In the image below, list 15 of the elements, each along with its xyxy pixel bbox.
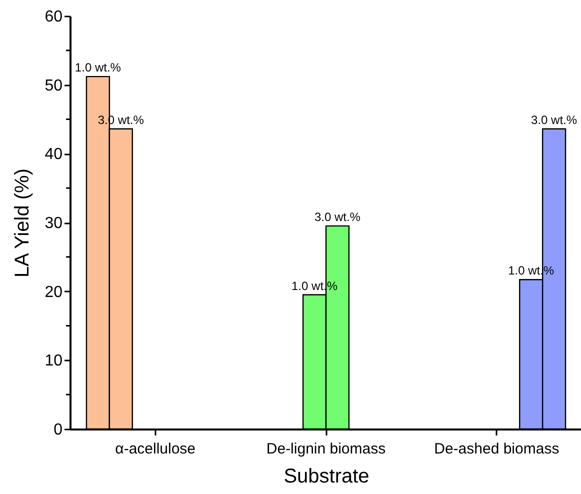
y-tick-label: 50 [44, 77, 63, 94]
x-axis-title: Substrate [284, 466, 370, 488]
y-tick-label: 40 [44, 146, 63, 164]
series-label: 1.0 wt.% [74, 60, 122, 75]
y-tick-label: 30 [44, 215, 63, 232]
series-label: 3.0 wt.% [531, 112, 578, 127]
x-tick-label: De-lignin biomass [266, 440, 386, 458]
y-axis-title: LA Yield (%) [12, 168, 34, 278]
x-tick-label: α-acellulose [115, 440, 196, 458]
x-tick-label: De-ashed biomass [434, 440, 560, 458]
series-label: 3.0 wt.% [314, 210, 361, 224]
y-tick-label: 0 [54, 422, 63, 438]
y-tick-label: 10 [44, 352, 63, 370]
y-tick-label: 60 [44, 8, 63, 26]
y-tick-label: 20 [44, 284, 63, 301]
